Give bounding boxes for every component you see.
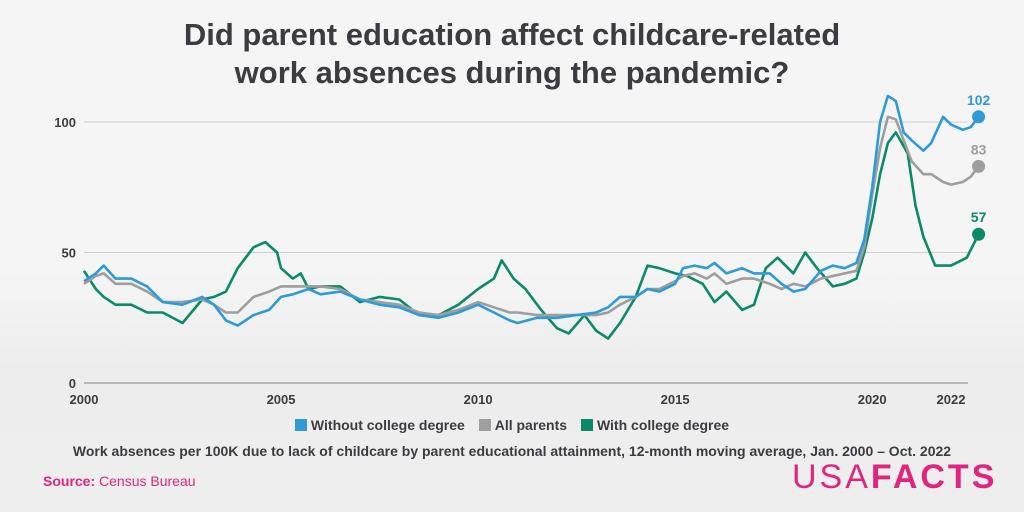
page-title: Did parent education affect childcare-re… [0,16,1024,92]
legend-item-without-degree: Without college degree [294,417,465,433]
logo-part-1: USA [792,458,871,496]
source-note: Source: Census Bureau [43,473,196,489]
chart-legend: Without college degree All parents With … [0,417,1024,433]
x-tick-label: 2010 [464,392,493,407]
legend-swatch-gray [478,419,491,431]
y-tick-label: 50 [62,246,76,261]
legend-label: With college degree [596,417,730,433]
y-tick-label: 0 [69,376,76,391]
legend-label: Without college degree [310,417,465,433]
source-label: Source: [43,473,96,489]
legend-item-with-degree: With college degree [580,417,730,433]
end-value-label: 102 [967,92,991,108]
end-point-marker [972,110,986,124]
logo-part-2: FACTS [870,458,998,496]
x-tick-label: 2020 [858,392,887,407]
end-value-label: 83 [971,141,987,157]
title-line-2: work absences during the pandemic? [234,55,790,90]
source-value: Census Bureau [99,473,196,489]
x-tick-label: 2000 [70,392,99,407]
x-tick-label: 2015 [661,392,690,407]
legend-label: All parents [494,417,568,433]
series-line-all-parents [83,115,980,317]
end-point-marker [972,227,986,241]
legend-swatch-blue [294,419,307,431]
chart-subtitle: Work absences per 100K due to lack of ch… [72,443,952,459]
legend-swatch-green [580,419,593,431]
background-panel [0,270,1024,512]
x-tick-label: 2022 [937,392,966,407]
series-line-without-college-degree [83,94,980,327]
end-value-label: 57 [971,209,987,225]
series-line-with-college-degree [82,131,980,340]
y-tick-label: 100 [54,115,76,130]
title-line-1: Did parent education affect childcare-re… [183,17,841,52]
usafacts-logo: USAFACTS [792,458,997,497]
x-tick-label: 2005 [267,392,296,407]
legend-item-all-parents: All parents [478,417,568,433]
end-point-marker [972,159,986,173]
